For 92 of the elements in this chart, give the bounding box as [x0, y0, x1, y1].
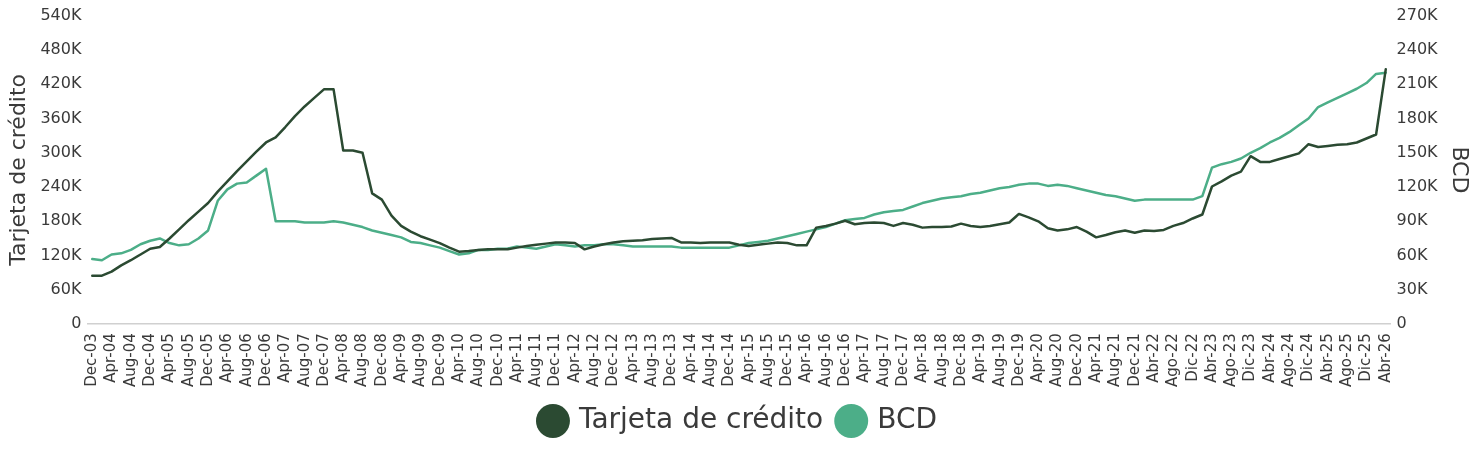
y-tick-label: 180K [40, 210, 82, 230]
y2-tick-label: 270K [1396, 4, 1439, 24]
x-tick-label: Dec-05 [197, 333, 216, 387]
x-tick-label: Aug-12 [584, 333, 603, 388]
x-tick-label: Aug-09 [410, 333, 429, 388]
x-tick-label: Dic-24 [1298, 333, 1317, 382]
x-tick-label: Dic-23 [1240, 333, 1259, 382]
x-tick-label: Dec-08 [371, 333, 390, 387]
legend-label: BCD [877, 402, 938, 436]
x-tick-label: Abr-22 [1143, 333, 1162, 383]
x-tick-label: Apr-19 [970, 333, 989, 383]
x-tick-label: Dec-19 [1008, 333, 1027, 387]
x-tick-label: Dic-25 [1356, 333, 1375, 382]
x-tick-label: Dec-18 [950, 333, 969, 387]
x-tick-label: Apr-12 [564, 333, 583, 383]
x-tick-label: Aug-18 [931, 333, 950, 388]
x-tick-label: Dec-12 [603, 333, 622, 387]
x-tick-label: Apr-16 [796, 333, 815, 383]
x-tick-label: Dec-14 [719, 333, 738, 387]
x-tick-label: Apr-15 [738, 333, 757, 383]
y-tick-label: 540K [40, 4, 82, 24]
y2-axis-title: BCD [1448, 146, 1474, 194]
x-tick-label: Apr-21 [1086, 333, 1105, 383]
x-tick-label: Apr-14 [680, 333, 699, 383]
x-tick-label: Apr-20 [1028, 333, 1047, 383]
x-tick-label: Apr-10 [448, 333, 467, 383]
x-tick-label: Dec-10 [487, 333, 506, 387]
x-tick-label: Aug-05 [178, 333, 197, 388]
x-tick-label: Apr-17 [854, 333, 873, 383]
y-tick-label: 360K [40, 107, 82, 127]
x-tick-label: Apr-07 [275, 333, 294, 383]
x-tick-label: Abr-24 [1259, 333, 1278, 383]
x-tick-label: Dec-04 [140, 333, 159, 387]
x-tick-label: Abr-26 [1375, 333, 1394, 383]
x-tick-label: Apr-09 [391, 333, 410, 383]
x-tick-label: Apr-18 [912, 333, 931, 383]
x-tick-label: Aug-19 [989, 333, 1008, 388]
x-tick-label: Aug-14 [699, 333, 718, 388]
x-tick-label: Aug-13 [642, 333, 661, 388]
x-tick-label: Dec-03 [82, 333, 101, 387]
x-tick-label: Apr-06 [217, 333, 236, 383]
x-tick-label: Abr-25 [1317, 333, 1336, 383]
legend-label: Tarjeta de crédito [577, 402, 824, 436]
x-tick-label: Dec-20 [1066, 333, 1085, 387]
x-tick-label: Ago-22 [1163, 333, 1182, 387]
y2-tick-label: 240K [1396, 39, 1439, 59]
x-tick-label: Dec-16 [835, 333, 854, 387]
y-tick-label: 120K [40, 244, 82, 264]
y-axis-title: Tarjeta de crédito [4, 73, 30, 267]
y-tick-label: 300K [40, 141, 82, 161]
x-tick-label: Dec-17 [892, 333, 911, 387]
x-tick-label: Dec-06 [255, 333, 274, 387]
y2-tick-label: 30K [1396, 279, 1428, 299]
x-tick-label: Aug-16 [815, 333, 834, 388]
x-tick-label: Dec-15 [777, 333, 796, 387]
x-tick-label: Dec-21 [1124, 333, 1143, 387]
x-tick-label: Aug-06 [236, 333, 255, 388]
x-tick-label: Dic-22 [1182, 333, 1201, 382]
x-tick-label: Ago-25 [1337, 333, 1356, 387]
y2-tick-label: 60K [1396, 244, 1428, 264]
x-tick-label: Apr-13 [622, 333, 641, 383]
x-tick-label: Apr-05 [159, 333, 178, 383]
y2-tick-label: 0 [1396, 313, 1407, 333]
x-tick-label: Dec-11 [545, 333, 564, 387]
x-tick-label: Aug-20 [1047, 333, 1066, 388]
x-tick-label: Ago-23 [1221, 333, 1240, 387]
x-tick-label: Aug-10 [468, 333, 487, 388]
x-tick-label: Dec-13 [661, 333, 680, 387]
x-tick-label: Aug-15 [757, 333, 776, 388]
y-tick-label: 240K [40, 176, 82, 196]
x-tick-label: Apr-11 [506, 333, 525, 383]
y2-tick-label: 210K [1396, 73, 1439, 93]
x-tick-label: Aug-04 [120, 333, 139, 388]
x-tick-label: Dec-07 [313, 333, 332, 387]
y-tick-label: 480K [40, 39, 82, 59]
y2-tick-label: 90K [1396, 210, 1428, 230]
x-tick-label: Dec-09 [429, 333, 448, 387]
x-tick-label: Abr-23 [1201, 333, 1220, 383]
x-tick-label: Apr-04 [101, 333, 120, 383]
y2-tick-label: 150K [1396, 141, 1439, 161]
y-tick-label: 420K [40, 73, 82, 93]
y2-tick-label: 180K [1396, 107, 1439, 127]
y-tick-label: 0 [71, 313, 82, 333]
x-tick-label: Aug-08 [352, 333, 371, 388]
x-tick-label: Aug-17 [873, 333, 892, 388]
y2-tick-label: 120K [1396, 176, 1439, 196]
x-tick-label: Ago-24 [1279, 333, 1298, 387]
x-tick-label: Aug-21 [1105, 333, 1124, 388]
y-tick-label: 60K [50, 279, 82, 299]
x-tick-label: Aug-07 [294, 333, 313, 388]
x-tick-label: Apr-08 [333, 333, 352, 383]
x-tick-label: Aug-11 [526, 333, 545, 388]
